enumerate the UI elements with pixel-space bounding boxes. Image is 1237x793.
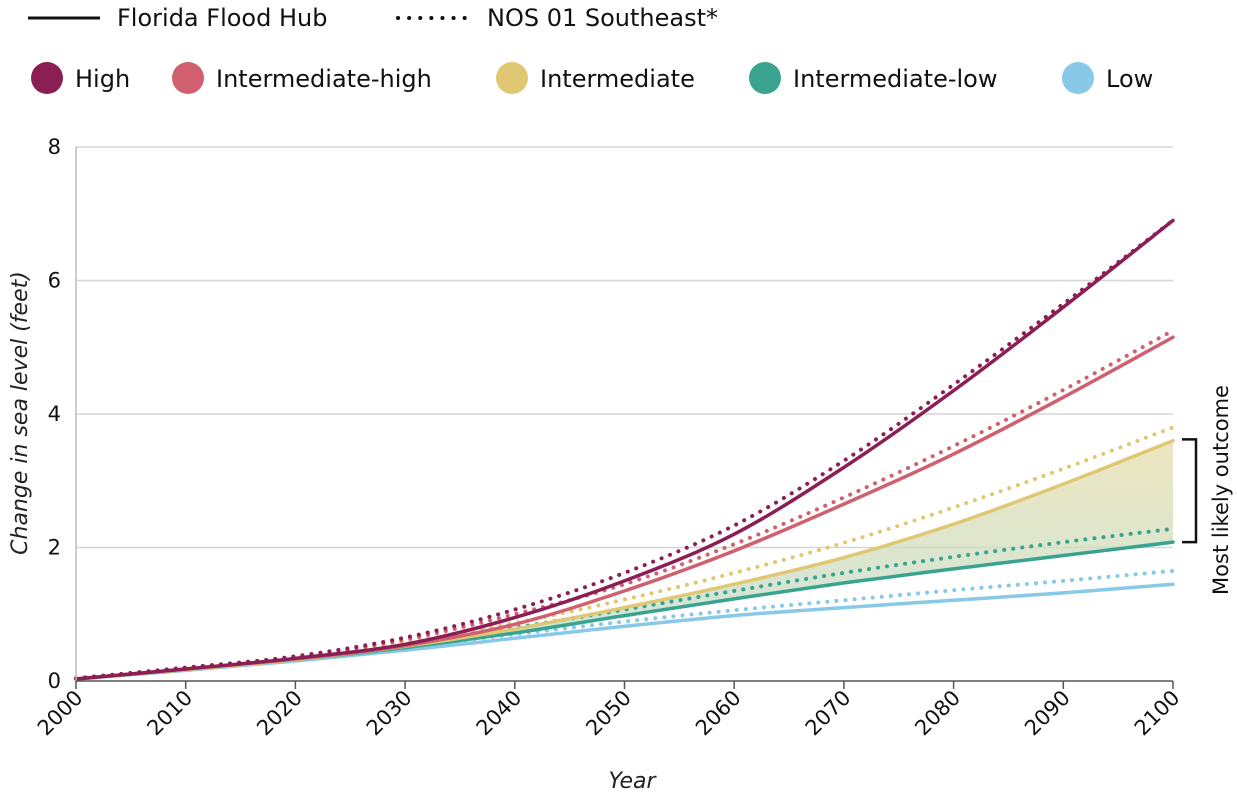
series-line-high-florida-flood-hub [74,218,1175,681]
legend-label-low: Low [1106,65,1153,93]
legend-dot-low [1062,62,1094,94]
x-axis-title: Year [608,769,657,793]
annotation-label: Most likely outcome [1209,385,1233,595]
x-tick-label: 2100 [1130,686,1185,741]
legend-label-intermediate-high: Intermediate-high [216,65,432,93]
legend-dot-intermediate [496,62,528,94]
x-tick-label: 2020 [252,686,307,741]
series-line-intermediate-low-nos-southeast [74,526,1175,681]
y-tick-label: 4 [48,402,61,426]
series-lines [74,218,1175,681]
x-tick-label: 2010 [142,686,197,741]
x-tick-label: 2030 [362,686,417,741]
x-tick-label: 2080 [910,686,965,741]
most-likely-band [76,440,1173,679]
legend-label-high: High [75,65,130,93]
x-tick-label: 2070 [801,686,856,741]
y-tick-labels: 0 2 4 6 8 [48,135,61,693]
y-tick-label: 8 [48,135,61,159]
x-tick-label: 2050 [581,686,636,741]
most-likely-annotation: Most likely outcome [1182,385,1233,595]
series-line-intermediate-nos-southeast [74,425,1175,681]
legend-label-intermediate-low: Intermediate-low [793,65,997,93]
x-tick-label: 2040 [472,686,527,741]
legend-dot-intermediate-low [749,62,781,94]
legend-label-intermediate: Intermediate [540,65,695,93]
y-tick-label: 6 [48,269,61,293]
annotation-bracket [1182,438,1198,544]
legend-dot-intermediate-high [172,62,204,94]
legend-dot-high [31,62,63,94]
legend-nos-southeast: NOS 01 Southeast* [487,4,718,32]
y-tick-label: 2 [48,536,61,560]
x-tick-label: 2060 [691,686,746,741]
scenario-legend: High Intermediate-high Intermediate Inte… [31,62,1153,94]
source-legend: Florida Flood Hub NOS 01 Southeast* [28,4,718,32]
legend-florida-flood-hub: Florida Flood Hub [117,4,327,32]
series-line-high-nos-southeast [74,218,1175,681]
x-tick-labels: 2000 2010 2020 2030 2040 2050 2060 2070 2080 2090… [33,681,1185,740]
y-axis-title: Change in sea level (feet) [8,271,33,555]
y-tick-label: 0 [48,669,61,693]
x-tick-label: 2000 [33,686,88,741]
x-tick-label: 2090 [1020,686,1075,741]
